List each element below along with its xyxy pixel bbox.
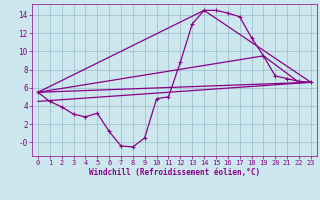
X-axis label: Windchill (Refroidissement éolien,°C): Windchill (Refroidissement éolien,°C) bbox=[89, 168, 260, 177]
